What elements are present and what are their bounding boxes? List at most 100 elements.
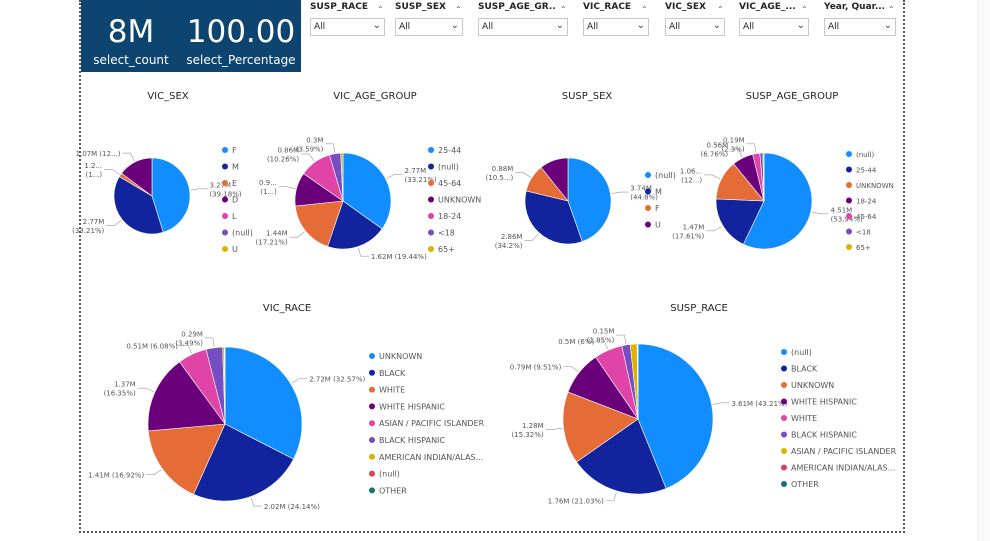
data-label: 2.72M (32.57%) — [309, 376, 365, 384]
leader-line — [137, 387, 155, 393]
slicer-4[interactable]: VIC_SEX ⌃ All ⌄ — [665, 2, 725, 38]
chart-title: VIC_SEX — [147, 91, 188, 102]
data-label: (44.8%) — [630, 194, 658, 202]
chart-title: SUSP_SEX — [562, 91, 613, 102]
chevron-up-icon[interactable]: ⌃ — [888, 5, 895, 14]
slicer-title: SUSP_AGE_GR... — [478, 2, 556, 12]
legend-item: UNKNOWN — [438, 196, 481, 205]
legend-marker — [222, 147, 228, 153]
legend-item: WHITE — [379, 386, 405, 395]
data-label: 0.19M — [723, 136, 745, 144]
pie-slice[interactable] — [121, 157, 153, 197]
legend-marker — [369, 453, 375, 460]
pie-slice[interactable] — [715, 198, 765, 245]
legend-item: E — [232, 179, 237, 188]
data-label: 2.77M — [83, 218, 105, 226]
leader-line — [179, 344, 193, 354]
chevron-up-icon[interactable]: ⌃ — [717, 5, 724, 14]
pie-slice[interactable] — [742, 152, 813, 250]
slicer-dropdown[interactable]: All ⌄ — [583, 18, 649, 36]
pie-slice[interactable] — [294, 200, 344, 247]
leader-line — [746, 143, 757, 153]
data-label: 0.56M — [707, 142, 729, 150]
slicer-title: VIC_RACE — [583, 2, 632, 12]
pie-slice[interactable] — [762, 152, 765, 202]
leader-line — [325, 143, 336, 153]
slicer-value: All — [669, 22, 681, 32]
data-label: (12...) — [681, 176, 702, 184]
legend-item: 18-24 — [438, 212, 461, 221]
kpi-percentage-value: 100.00 — [186, 14, 296, 50]
data-label: (1...) — [260, 188, 277, 196]
slicer-value: All — [314, 22, 326, 32]
pie-slice[interactable] — [576, 418, 667, 495]
leader-line — [146, 469, 162, 475]
legend-marker — [781, 481, 787, 487]
legend-marker — [428, 147, 434, 153]
pie-slice[interactable] — [562, 391, 639, 463]
data-label: (2.3%) — [721, 145, 745, 153]
slicer-dropdown[interactable]: All ⌄ — [395, 18, 463, 36]
leader-line — [278, 186, 296, 190]
chevron-up-icon[interactable]: ⌃ — [377, 5, 384, 14]
legend-marker — [645, 188, 651, 195]
data-label: (15.32%) — [511, 431, 543, 439]
legend-item: ASIAN / PACIFIC ISLANDER — [379, 419, 485, 428]
legend-marker — [369, 353, 375, 359]
pie-slice[interactable] — [147, 423, 226, 495]
legend-item: AMERICAN INDIAN/ALAS... — [791, 464, 895, 473]
slicer-2[interactable]: SUSP_AGE_GR... ⌃ All ⌄ — [478, 2, 568, 38]
slicer-0[interactable]: SUSP_RACE ⌃ All ⌄ — [310, 2, 385, 38]
pie-slice[interactable] — [637, 343, 714, 489]
pie-slice[interactable] — [340, 152, 344, 202]
slicer-dropdown[interactable]: All ⌄ — [739, 18, 809, 36]
legend-item: 65+ — [856, 244, 871, 252]
slicer-dropdown[interactable]: All ⌄ — [310, 18, 385, 36]
leader-line — [122, 152, 135, 162]
kpi-count-label: select_count — [93, 53, 169, 67]
legend-marker — [222, 246, 228, 252]
legend-item: UNKNOWN — [379, 352, 422, 361]
legend-item: (null) — [856, 151, 874, 159]
scrollbar[interactable] — [977, 0, 990, 541]
data-label: 3.27M — [209, 181, 231, 189]
legend-marker — [781, 448, 787, 454]
legend-item: D — [232, 196, 238, 205]
chevron-down-icon: ⌄ — [636, 20, 645, 31]
pie-slice[interactable] — [540, 157, 569, 202]
data-label: 1.37M — [114, 381, 136, 389]
legend-item: (null) — [232, 229, 253, 238]
pie-slice[interactable] — [567, 157, 612, 242]
slicer-6[interactable]: Year, Quar... ⌃ All ⌄ — [824, 2, 896, 38]
pie-slice[interactable] — [342, 152, 392, 230]
slicer-title: VIC_AGE_... — [739, 2, 796, 12]
legend-marker — [846, 213, 852, 219]
slicer-dropdown[interactable]: All ⌄ — [665, 18, 725, 36]
legend-item: 25-44 — [438, 146, 461, 155]
data-label: 0.51M (6.08%) — [126, 342, 178, 350]
pie-slice[interactable] — [151, 157, 191, 233]
pie-slice[interactable] — [224, 346, 303, 460]
slicer-dropdown[interactable]: All ⌄ — [824, 18, 896, 36]
chevron-up-icon[interactable]: ⌃ — [801, 5, 808, 14]
legend-marker — [781, 349, 787, 355]
slicer-3[interactable]: VIC_RACE ⌃ All ⌄ — [583, 2, 649, 38]
pie-slice[interactable] — [193, 423, 294, 502]
pie-slice[interactable] — [147, 361, 226, 432]
data-label: 1.62M (19.44%) — [371, 253, 427, 261]
legend-marker — [645, 205, 651, 211]
leader-line — [706, 225, 723, 232]
chevron-up-icon[interactable]: ⌃ — [560, 5, 567, 14]
slicer-5[interactable]: VIC_AGE_... ⌃ All ⌄ — [739, 2, 809, 38]
legend-item: (null) — [379, 470, 400, 479]
pie-slice[interactable] — [524, 190, 583, 245]
pie-slice[interactable] — [113, 176, 164, 235]
pie-slice[interactable] — [327, 200, 383, 250]
chart-title: SUSP_AGE_GROUP — [746, 91, 839, 102]
slicer-dropdown[interactable]: All ⌄ — [478, 18, 568, 36]
legend-marker — [428, 180, 434, 186]
slicer-1[interactable]: SUSP_SEX ⌃ All ⌄ — [395, 2, 463, 38]
chevron-up-icon[interactable]: ⌃ — [641, 5, 648, 14]
leader-line — [811, 211, 829, 215]
chevron-up-icon[interactable]: ⌃ — [455, 5, 462, 14]
